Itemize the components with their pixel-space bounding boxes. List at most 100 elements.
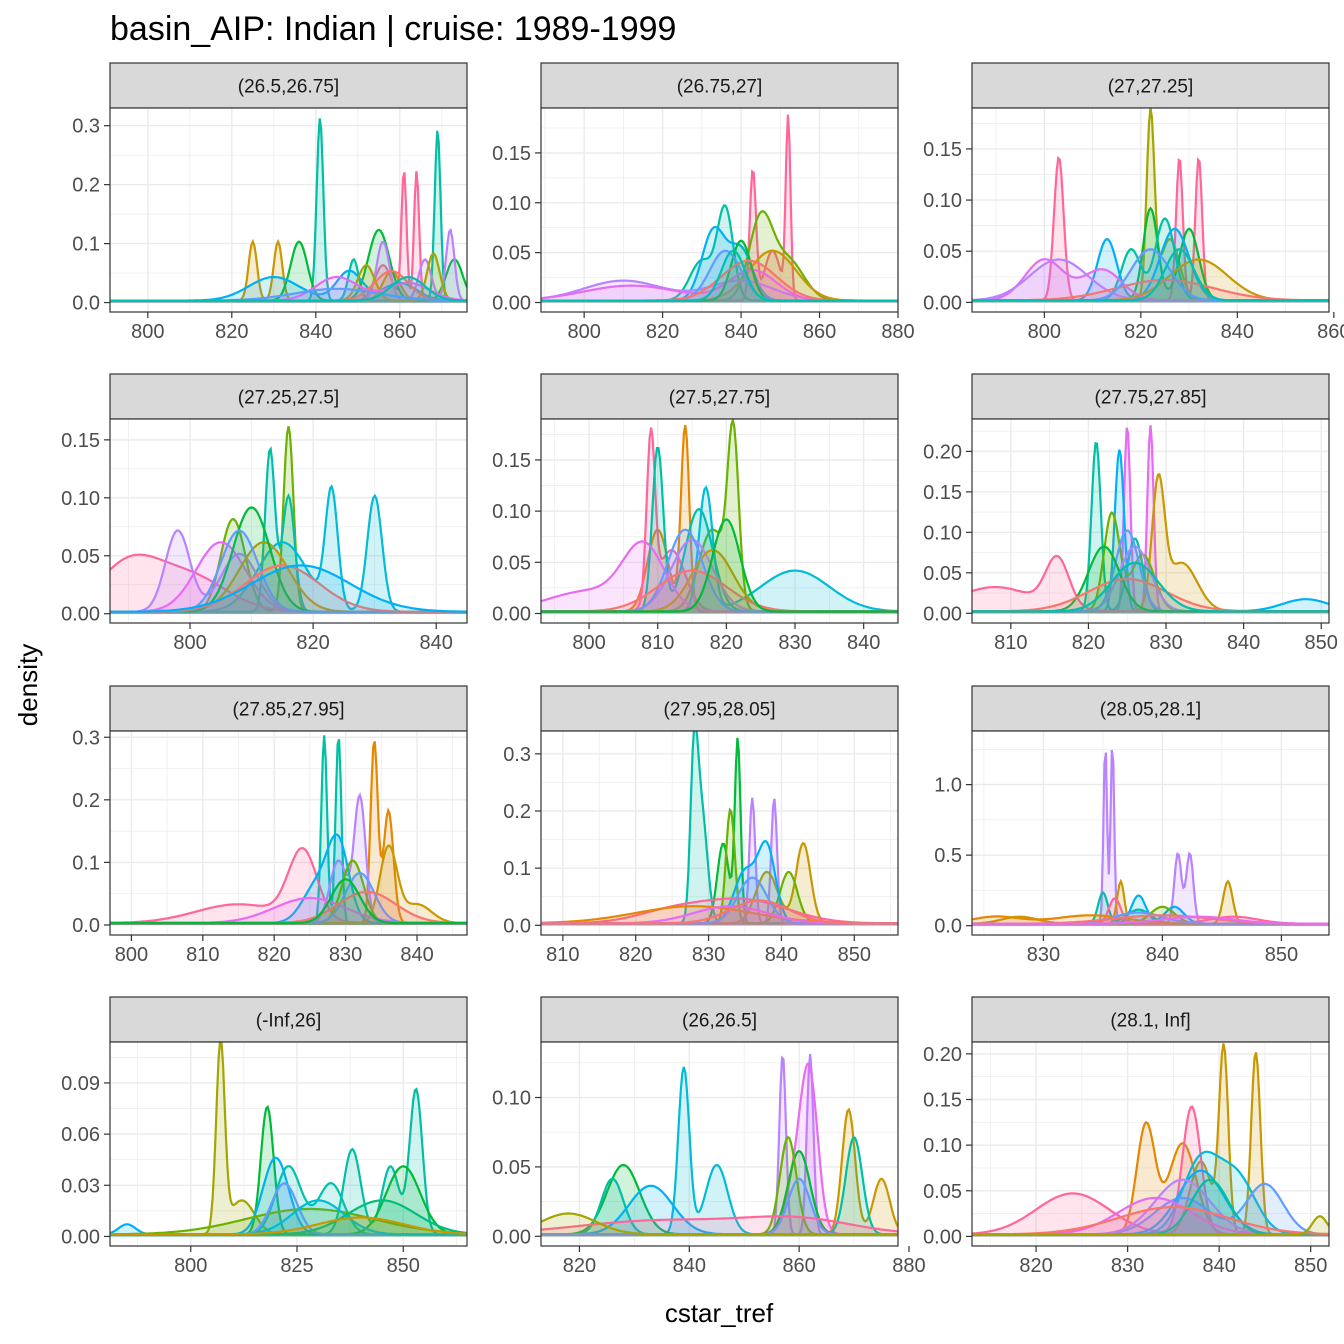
density-curves (110, 118, 467, 303)
density-area (110, 898, 467, 925)
density-area (972, 425, 1329, 614)
x-tick-label: 840 (847, 632, 880, 654)
panel-background (110, 1042, 467, 1246)
x-tick-label: 830 (692, 944, 725, 966)
density-line (541, 1212, 898, 1236)
panel-border (109, 107, 468, 313)
panel-border (109, 1041, 468, 1247)
y-tick-label: 0.15 (923, 1090, 962, 1112)
x-tick-label: 800 (173, 632, 206, 654)
density-area (541, 519, 898, 614)
facet-strip-label: (27.25,27.5] (238, 388, 339, 409)
panel-background (541, 731, 898, 935)
facet-panels: (26.5,26.75]800 820 840 8600.00.10.20.3(26.… (61, 62, 1344, 1277)
density-area (110, 270, 467, 303)
facet-strip (109, 996, 468, 1043)
facet-panel: (27.85,27.95] 800 810 820 830 840 0.0 0.1 0.2 0.3 (72, 685, 468, 966)
x-tick-label: 820 (1072, 632, 1105, 654)
x-tick-label: 860 (383, 321, 416, 343)
x-tick-label: 820 (710, 632, 743, 654)
y-tick-label: 0.05 (923, 241, 962, 263)
x-tick-label: 810 (546, 944, 579, 966)
density-area (541, 737, 898, 926)
y-tick-label: 0.00 (492, 1226, 531, 1248)
density-curves (972, 425, 1329, 614)
x-tick-label: 820 (1124, 321, 1157, 343)
x-tick-label: 830 (329, 944, 362, 966)
density-area (972, 228, 1329, 303)
y-tick-label: 0.15 (923, 139, 962, 161)
y-tick-label: 0.06 (61, 1124, 100, 1146)
x-tick-label: 840 (724, 321, 757, 343)
panel-background (972, 419, 1329, 623)
x-tick-label: 840 (299, 321, 332, 343)
density-area (541, 270, 898, 303)
y-tick-label: 0.1 (72, 852, 100, 874)
x-tick-label: 820 (215, 321, 248, 343)
density-area (972, 474, 1329, 614)
facet-panel: (26.5,26.75] 800 820 840 860 0.0 0.1 0.2 0.3 (72, 62, 468, 343)
facet-panel: (26,26.5] 820 840 860 880 0.00 0.05 0.10 (492, 996, 926, 1277)
facet-strip (540, 62, 899, 109)
y-tick-label: 0.10 (61, 488, 100, 510)
panel-border (540, 107, 899, 313)
density-area (972, 1043, 1329, 1237)
y-tick-label: 0.05 (923, 1181, 962, 1203)
density-area (541, 1109, 898, 1237)
x-tick-label: 840 (673, 1255, 706, 1277)
density-area (972, 1106, 1329, 1237)
y-tick-label: 0.00 (492, 293, 531, 315)
density-line (972, 915, 1329, 925)
facet-strip-label: (27.85,27.95] (233, 700, 345, 721)
facet-strip (109, 685, 468, 732)
grid-lines (110, 731, 467, 935)
y-tick-label: 0.00 (61, 604, 100, 626)
density-curves (541, 114, 898, 303)
y-tick-label: 0.20 (923, 1044, 962, 1066)
y-tick-label: 0.15 (492, 143, 531, 165)
density-line (541, 897, 898, 925)
facet-panel: (27,27.25] 800 820 840 860 0.00 0.05 0.10 0.15 (923, 62, 1344, 343)
density-area (110, 542, 467, 614)
y-tick-label: 0.09 (61, 1073, 100, 1095)
density-line (972, 561, 1329, 613)
y-tick-label: 0.10 (492, 501, 531, 523)
density-area (972, 1122, 1329, 1237)
x-axis-title: cstar_tref (665, 1298, 774, 1328)
x-tick-label: 840 (420, 632, 453, 654)
x-tick-label: 800 (572, 632, 605, 654)
density-area (972, 1198, 1329, 1237)
facet-strip-label: (26.75,27] (677, 77, 763, 98)
density-area (541, 1067, 898, 1237)
density-curves (972, 108, 1329, 303)
x-tick-label: 830 (1027, 944, 1060, 966)
x-tick-label: 860 (1317, 321, 1344, 343)
panel-border (971, 1041, 1330, 1247)
facet-strip-label: (26.5,26.75] (238, 77, 339, 98)
density-area (972, 912, 1329, 926)
y-tick-label: 0.0 (503, 915, 531, 937)
facet-strip (540, 373, 899, 420)
y-tick-label: 0.10 (923, 1135, 962, 1157)
facet-panel: (27.75,27.85] 810 820 830 840 850 0.00 0.05 0.10… (923, 373, 1338, 654)
density-area (972, 555, 1329, 614)
panel-border (540, 730, 899, 936)
density-area (541, 1185, 898, 1237)
density-area (110, 1183, 467, 1237)
density-curves (110, 735, 467, 925)
density-area (110, 449, 467, 614)
density-line (972, 248, 1329, 302)
panel-border (109, 730, 468, 936)
x-tick-label: 825 (280, 1255, 313, 1277)
facet-panel: (27.95,28.05] 810 820 830 840 850 0.0 0.1 0.2 0.3 (503, 685, 899, 966)
y-tick-label: 0.5 (934, 845, 962, 867)
density-area (541, 487, 898, 614)
facet-strip-label: (26,26.5] (682, 1011, 757, 1032)
x-tick-label: 820 (619, 944, 652, 966)
x-tick-label: 840 (765, 944, 798, 966)
density-curves (972, 749, 1329, 926)
y-tick-label: 0.2 (72, 175, 100, 197)
y-tick-label: 0.05 (492, 1157, 531, 1179)
density-area (541, 570, 898, 614)
